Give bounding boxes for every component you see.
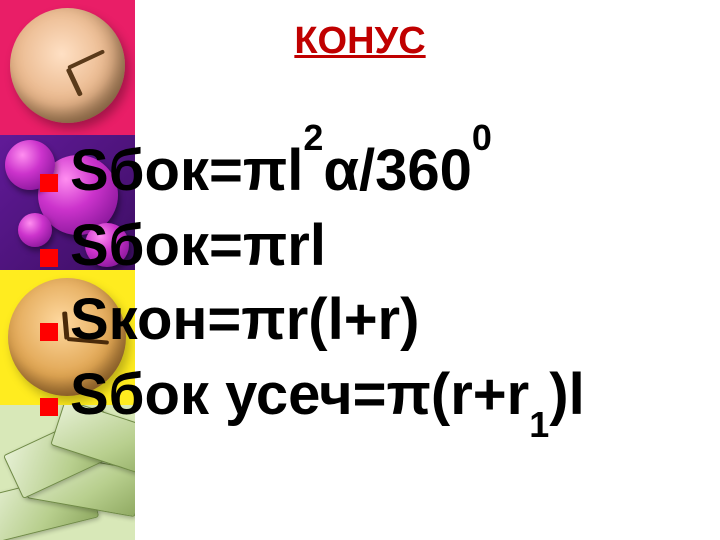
formula-text: Sбок усеч=π(r+r1)l bbox=[70, 362, 585, 429]
formula-list: Sбок=πl2α/3600 Sбок=πrl Sкон=πr(l+r) Sбок у… bbox=[40, 138, 585, 437]
square-bullet-icon bbox=[40, 398, 58, 416]
square-bullet-icon bbox=[40, 174, 58, 192]
slide-title: КОНУС bbox=[0, 20, 720, 63]
formula-item: Sбок=πrl bbox=[40, 213, 585, 280]
formula-text: Sкон=πr(l+r) bbox=[70, 287, 419, 354]
square-bullet-icon bbox=[40, 323, 58, 341]
formula-text: Sбок=πrl bbox=[70, 213, 326, 280]
square-bullet-icon bbox=[40, 249, 58, 267]
formula-item: Sбок усеч=π(r+r1)l bbox=[40, 362, 585, 429]
formula-item: Sбок=πl2α/3600 bbox=[40, 138, 585, 205]
formula-text: Sбок=πl2α/3600 bbox=[70, 138, 492, 205]
formula-item: Sкон=πr(l+r) bbox=[40, 287, 585, 354]
